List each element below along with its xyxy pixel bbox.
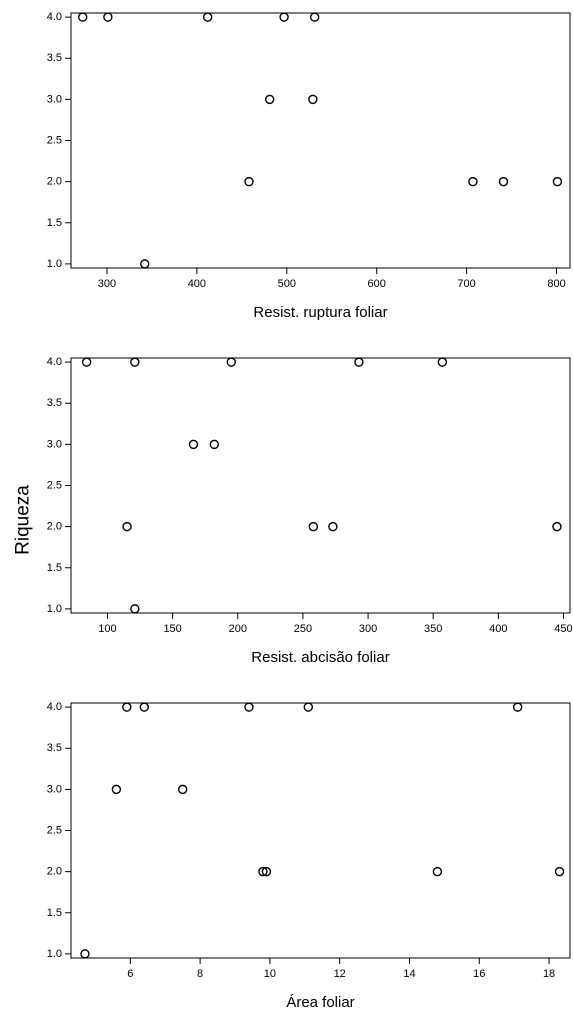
x-tick-label: 300: [359, 623, 377, 635]
y-tick-label: 2.5: [47, 480, 62, 492]
x-tick-label: 8: [197, 968, 203, 980]
data-point: [468, 176, 478, 187]
x-tick-label: 10: [264, 968, 276, 980]
panel-ruptura: 1.0 1.5 2.0 2.5 3.0 3.5 4.0 300 400 500 600 700 800 R…: [47, 11, 571, 321]
x-axis-title: Resist. abcisão foliar: [251, 649, 389, 666]
data-point: [177, 784, 188, 795]
plot-frame: [70, 12, 571, 269]
data-point: [130, 604, 140, 614]
data-point: [554, 866, 565, 877]
plot-frame: [70, 702, 571, 959]
y-tick-label: 4.0: [47, 11, 62, 23]
panel-abcisao: 1.0 1.5 2.0 2.5 3.0 3.5 4.0 100 150 200 250 300 350 4…: [47, 356, 573, 666]
data-point: [512, 702, 523, 712]
data-point: [103, 12, 113, 22]
y-tick-label: 1.5: [47, 907, 62, 919]
data-point: [303, 702, 313, 712]
data-point: [77, 12, 88, 22]
data-point: [130, 357, 140, 367]
data-point: [139, 702, 149, 712]
y-tick-label: 1.5: [47, 217, 62, 229]
data-point: [354, 357, 364, 367]
data-point: [279, 12, 289, 22]
y-tick-label: 3.0: [47, 783, 62, 795]
y-tick-label: 1.5: [47, 562, 62, 574]
data-point: [111, 784, 122, 795]
x-tick-label: 700: [457, 278, 475, 290]
shared-y-axis-title: Riqueza: [13, 485, 34, 555]
x-axis-title: Resist. ruptura foliar: [253, 304, 387, 321]
data-point: [328, 521, 338, 532]
y-tick-label: 2.5: [47, 135, 62, 147]
y-tick-label: 1.0: [47, 258, 62, 270]
y-tick-label: 2.5: [47, 825, 62, 837]
x-tick-label: 600: [368, 278, 386, 290]
x-tick-label: 250: [294, 623, 312, 635]
data-point: [552, 176, 563, 187]
x-tick-label: 6: [127, 968, 133, 980]
data-point: [437, 357, 448, 367]
y-tick-label: 4.0: [47, 356, 62, 368]
data-point: [432, 866, 443, 877]
data-point: [122, 702, 132, 712]
y-tick-label: 1.0: [47, 948, 62, 960]
y-tick-label: 4.0: [47, 701, 62, 713]
y-tick-label: 2.0: [47, 521, 62, 533]
panel-area: 1.0 1.5 2.0 2.5 3.0 3.5 4.0 6 8 10 12 14 16 18 Área fo…: [47, 701, 571, 1011]
data-point: [188, 439, 199, 450]
data-point: [552, 521, 562, 532]
x-tick-label: 400: [188, 278, 206, 290]
x-tick-label: 500: [278, 278, 296, 290]
x-tick-label: 400: [489, 623, 507, 635]
y-tick-label: 1.0: [47, 603, 62, 615]
plot-frame: [70, 357, 571, 614]
data-point: [202, 12, 213, 22]
x-tick-label: 14: [403, 968, 415, 980]
x-tick-label: 350: [424, 623, 442, 635]
x-tick-label: 450: [554, 623, 572, 635]
x-axis-title: Área foliar: [286, 994, 354, 1011]
y-tick-label: 3.0: [47, 438, 62, 450]
x-tick-label: 200: [229, 623, 247, 635]
y-tick-label: 3.5: [47, 397, 62, 409]
x-tick-label: 800: [547, 278, 565, 290]
y-tick-label: 3.5: [47, 742, 62, 754]
x-tick-label: 150: [163, 623, 181, 635]
x-tick-label: 18: [543, 968, 555, 980]
x-tick-label: 16: [473, 968, 485, 980]
y-tick-label: 3.0: [47, 93, 62, 105]
y-tick-label: 3.5: [47, 52, 62, 64]
data-point: [81, 357, 92, 367]
data-point: [308, 94, 318, 105]
data-point: [498, 176, 509, 187]
data-point: [309, 12, 320, 22]
data-point: [140, 259, 150, 269]
y-tick-label: 2.0: [47, 866, 62, 878]
data-point: [80, 949, 90, 959]
data-point: [258, 866, 268, 877]
data-point: [209, 439, 220, 450]
data-point: [244, 702, 254, 712]
y-tick-label: 2.0: [47, 176, 62, 188]
data-point: [265, 94, 275, 105]
data-point: [261, 866, 272, 877]
data-point: [122, 521, 132, 532]
x-tick-label: 300: [98, 278, 116, 290]
x-tick-label: 100: [98, 623, 116, 635]
data-point: [308, 521, 319, 532]
data-point: [226, 357, 236, 367]
x-tick-label: 12: [334, 968, 346, 980]
data-point: [244, 176, 254, 187]
